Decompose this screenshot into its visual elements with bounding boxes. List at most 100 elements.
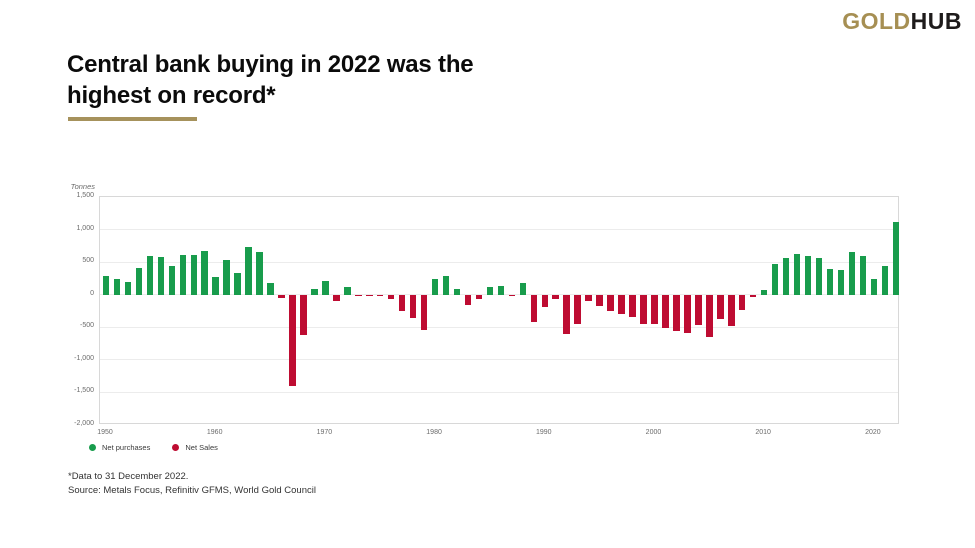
bar-2008 <box>738 294 746 310</box>
bar-2016 <box>826 268 834 295</box>
bar-2013 <box>793 254 801 295</box>
bar-1950 <box>102 276 110 295</box>
bar-1958 <box>190 255 197 295</box>
bar-2007 <box>728 294 735 326</box>
footnotes: *Data to 31 December 2022. Source: Metal… <box>68 470 316 497</box>
legend-item-1: Net Sales <box>172 443 218 452</box>
bar-1998 <box>629 294 636 317</box>
y-tick--1,500: -1,500 <box>74 387 94 395</box>
bar-1975 <box>376 294 384 297</box>
bar-2010 <box>760 289 768 295</box>
bar-1988 <box>519 283 527 295</box>
bar-1960 <box>212 277 219 295</box>
gridline-1000 <box>100 229 898 231</box>
bar-1976 <box>387 294 395 299</box>
bar-1954 <box>146 256 154 295</box>
goldhub-logo: GOLDHUB <box>842 8 962 35</box>
bar-1961 <box>223 259 230 295</box>
logo-hub-text: HUB <box>910 8 962 34</box>
bar-1959 <box>201 251 208 295</box>
bar-2000 <box>651 294 658 325</box>
bar-1986 <box>497 285 505 295</box>
bar-1996 <box>607 294 614 312</box>
bar-1966 <box>278 294 285 298</box>
bar-1953 <box>135 268 143 295</box>
bar-1992 <box>563 294 570 335</box>
x-tick-2000: 2000 <box>645 429 662 436</box>
y-tick--1,000: -1,000 <box>74 354 94 362</box>
bar-2005 <box>706 294 713 338</box>
y-tick-1,000: 1,000 <box>76 224 94 232</box>
bar-1977 <box>398 294 406 312</box>
footnote-source: Source: Metals Focus, Refinitiv GFMS, Wo… <box>68 484 316 496</box>
x-tick-2010: 2010 <box>755 429 771 436</box>
x-tick-1960: 1960 <box>206 429 223 436</box>
bar-2019 <box>859 256 867 295</box>
bar-2022 <box>892 221 900 295</box>
bar-2004 <box>695 294 702 325</box>
legend-label: Net purchases <box>102 443 151 452</box>
x-tick-1990: 1990 <box>535 429 552 436</box>
bar-2006 <box>717 294 724 319</box>
bar-1968 <box>300 294 307 336</box>
bar-1995 <box>596 294 603 307</box>
bar-1973 <box>355 294 362 297</box>
bar-2003 <box>684 294 691 334</box>
legend-label: Net Sales <box>185 443 218 452</box>
legend-dot-icon <box>172 444 180 451</box>
bar-2001 <box>662 294 669 329</box>
bar-2012 <box>782 258 790 295</box>
bar-1963 <box>245 246 252 295</box>
y-tick-0: 0 <box>90 289 94 297</box>
bar-1979 <box>420 294 428 330</box>
bar-1952 <box>124 281 132 295</box>
bar-2002 <box>673 294 680 331</box>
bar-1974 <box>366 294 373 297</box>
bar-1972 <box>344 286 351 295</box>
bar-1980 <box>431 278 439 295</box>
x-tick-1970: 1970 <box>316 429 333 436</box>
bar-1970 <box>322 281 329 295</box>
bar-1993 <box>574 294 581 325</box>
x-tick-1950: 1950 <box>97 429 113 436</box>
plot-area <box>99 196 900 424</box>
bar-2011 <box>771 264 779 295</box>
bar-2021 <box>881 266 889 295</box>
bar-1978 <box>409 294 417 318</box>
title-underline <box>68 117 197 121</box>
footnote-data-note: *Data to 31 December 2022. <box>68 471 189 482</box>
bar-1991 <box>552 294 559 300</box>
bar-1983 <box>464 294 472 306</box>
y-tick--500: -500 <box>79 322 94 330</box>
gridline--500 <box>100 326 898 328</box>
bar-1971 <box>333 294 340 301</box>
x-tick-2020: 2020 <box>865 429 881 436</box>
bar-2015 <box>815 257 823 295</box>
bar-1999 <box>640 294 647 325</box>
bar-1957 <box>179 254 187 295</box>
bar-2014 <box>804 256 812 295</box>
bar-2020 <box>870 279 878 295</box>
bar-1987 <box>508 294 516 297</box>
bar-1989 <box>530 294 538 322</box>
bar-2017 <box>837 270 845 295</box>
y-tick-500: 500 <box>82 257 94 265</box>
bar-1997 <box>618 294 625 314</box>
bar-1982 <box>453 289 461 295</box>
y-tick--2,000: -2,000 <box>74 420 94 427</box>
x-tick-1980: 1980 <box>426 429 442 436</box>
bar-1967 <box>289 294 296 386</box>
gridline--1000 <box>100 359 898 361</box>
bar-1955 <box>157 257 165 295</box>
chart-legend: Net purchases Net Sales <box>89 443 218 452</box>
bar-1964 <box>256 252 263 295</box>
title-line-2: highest on record* <box>67 82 276 109</box>
bar-1962 <box>234 273 241 295</box>
page-title: Central bank buying in 2022 was the highe… <box>67 49 474 111</box>
legend-dot-icon <box>89 444 96 451</box>
title-line-1: Central bank buying in 2022 was the <box>67 51 474 78</box>
bar-1985 <box>486 286 494 295</box>
logo-gold-text: GOLD <box>842 8 911 34</box>
